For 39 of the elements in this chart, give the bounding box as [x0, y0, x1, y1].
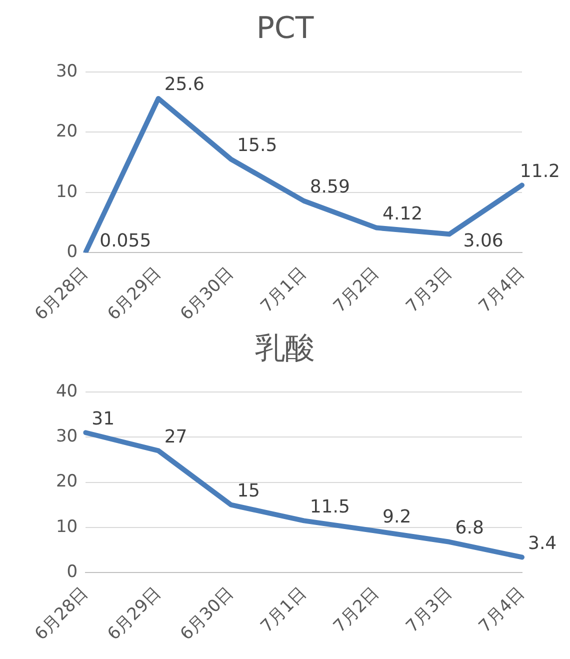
y-tick-label: 10: [56, 182, 78, 202]
data-label: 11.2: [520, 160, 560, 182]
x-tick-label: 7月4日: [475, 583, 529, 637]
x-tick-label: 7月2日: [330, 583, 384, 637]
data-label: 8.59: [310, 176, 350, 198]
x-tick-label: 6月30日: [176, 583, 238, 644]
x-tick-label: 7月3日: [402, 263, 456, 317]
y-tick-label: 30: [56, 426, 78, 447]
data-label: 15: [237, 480, 260, 502]
chart-title: PCT: [256, 10, 314, 46]
x-tick-label: 6月30日: [176, 263, 238, 324]
chart-title: 乳酸: [255, 330, 315, 366]
x-tick-label: 7月4日: [475, 263, 529, 317]
x-tick-label: 7月2日: [330, 263, 384, 317]
x-tick-label: 7月1日: [256, 583, 310, 637]
y-tick-label: 20: [56, 472, 78, 492]
y-tick-label: 40: [56, 381, 78, 402]
data-label: 3.4: [528, 532, 557, 554]
data-label: 27: [164, 426, 188, 448]
data-label: 25.6: [164, 74, 204, 96]
x-tick-label: 7月1日: [256, 263, 310, 317]
x-tick-label: 7月3日: [402, 583, 456, 637]
y-tick-label: 20: [56, 122, 78, 142]
y-tick-label: 0: [66, 562, 78, 582]
data-label: 31: [92, 408, 115, 430]
y-tick-label: 0: [66, 242, 78, 262]
x-tick-label: 6月28日: [31, 263, 92, 324]
data-label: 0.055: [100, 230, 152, 252]
x-tick-label: 6月28日: [31, 583, 92, 644]
data-label: 4.12: [382, 203, 423, 224]
data-label: 9.2: [382, 506, 412, 528]
y-tick-label: 30: [56, 61, 78, 82]
data-label: 11.5: [310, 496, 350, 518]
y-tick-label: 10: [56, 516, 78, 537]
x-tick-label: 6月29日: [104, 263, 166, 324]
x-tick-label: 6月29日: [104, 583, 166, 644]
data-label: 15.5: [237, 134, 278, 156]
data-label: 3.06: [463, 230, 504, 252]
data-label: 6.8: [455, 518, 484, 539]
